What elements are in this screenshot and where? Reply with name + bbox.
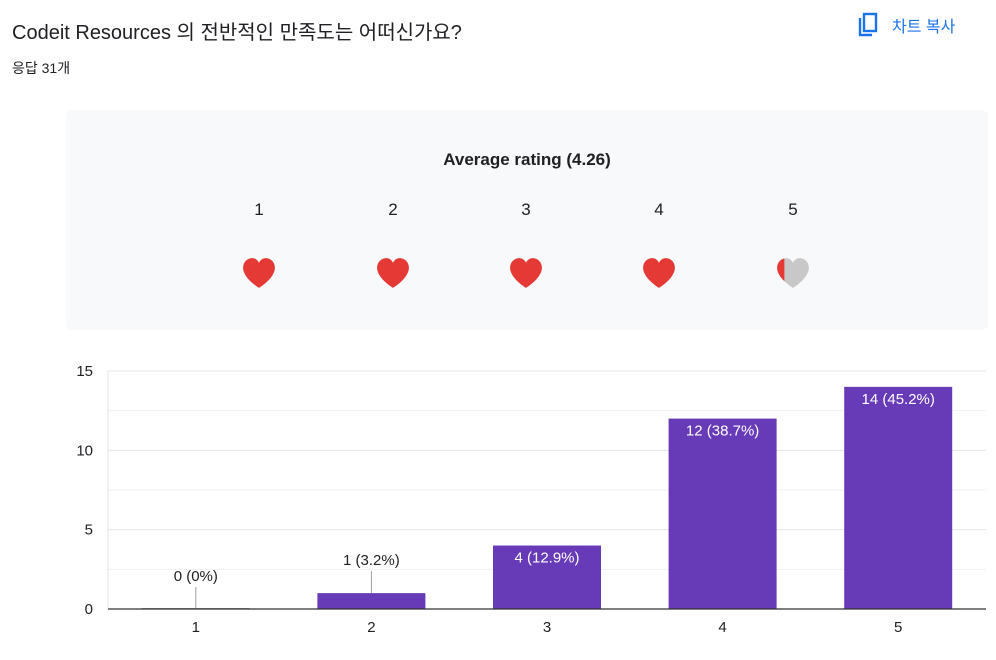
data-label: 1 (3.2%) xyxy=(343,552,400,569)
bar xyxy=(844,386,953,609)
bar xyxy=(668,418,777,609)
x-tick-label: 5 xyxy=(894,619,902,636)
y-tick-label: 0 xyxy=(85,601,93,618)
heart-icon xyxy=(363,256,423,290)
x-tick-label: 3 xyxy=(543,619,551,636)
y-tick-label: 10 xyxy=(76,442,93,459)
data-label: 0 (0%) xyxy=(174,568,218,585)
x-tick-label: 1 xyxy=(192,619,200,636)
heart-icon xyxy=(763,256,823,290)
rating-3: 3 xyxy=(496,200,556,290)
rating-4: 4 xyxy=(629,200,689,290)
x-tick-label: 2 xyxy=(367,619,375,636)
rating-label: 2 xyxy=(388,200,398,219)
data-label: 4 (12.9%) xyxy=(514,550,579,567)
copy-icon xyxy=(856,12,878,38)
rating-label: 1 xyxy=(254,200,264,219)
bar xyxy=(317,593,426,609)
heart-icon xyxy=(229,256,289,290)
rating-5: 5 xyxy=(763,200,823,290)
rating-label: 5 xyxy=(788,200,798,219)
rating-2: 2 xyxy=(363,200,423,290)
data-label: 14 (45.2%) xyxy=(862,391,935,408)
data-label: 12 (38.7%) xyxy=(686,423,759,440)
copy-chart-button[interactable]: 차트 복사 xyxy=(856,12,955,38)
rating-panel: Average rating (4.26) 1 2 3 4 5 xyxy=(66,110,988,330)
heart-icon xyxy=(496,256,556,290)
copy-chart-label: 차트 복사 xyxy=(892,19,956,36)
rating-label: 4 xyxy=(654,200,664,219)
bar-chart: 0 5 10 15 0 (0%) 1 1 (3.2%) 2 4 (12.9%) 3 12 (38.7… xyxy=(76,363,986,636)
average-rating-title: Average rating (4.26) xyxy=(443,150,611,169)
heart-icon xyxy=(629,256,689,290)
y-tick-label: 15 xyxy=(76,363,93,380)
rating-label: 3 xyxy=(521,200,531,219)
x-tick-label: 4 xyxy=(718,619,726,636)
rating-1: 1 xyxy=(229,200,289,290)
response-count: 응답 31개 xyxy=(12,60,71,76)
bar xyxy=(493,545,601,609)
question-title: Codeit Resources 의 전반적인 만족도는 어떠신가요? xyxy=(12,22,462,44)
y-tick-label: 5 xyxy=(85,522,93,539)
